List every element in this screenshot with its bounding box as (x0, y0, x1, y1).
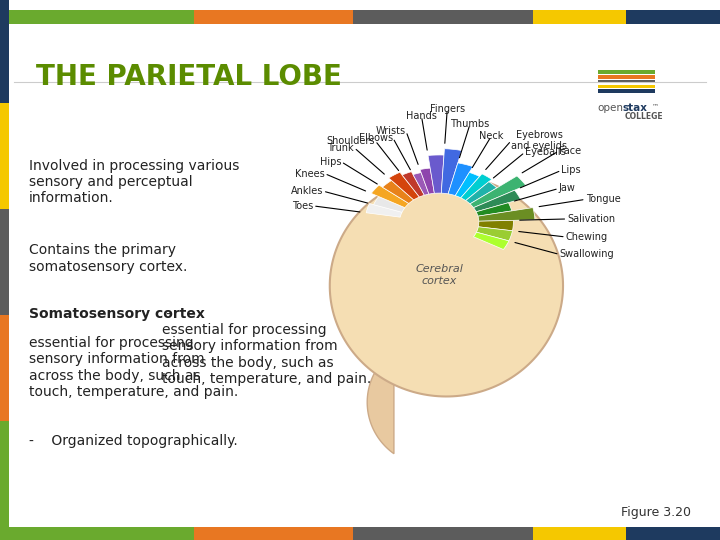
Text: Face: Face (559, 146, 581, 156)
Text: Hands: Hands (406, 111, 437, 121)
FancyBboxPatch shape (598, 70, 655, 74)
Text: ™: ™ (652, 103, 659, 109)
FancyBboxPatch shape (0, 526, 194, 540)
Wedge shape (428, 155, 444, 193)
FancyBboxPatch shape (598, 85, 655, 88)
Text: Elbows: Elbows (359, 133, 393, 143)
FancyBboxPatch shape (626, 10, 720, 24)
Text: essential for processing
sensory information from
across the body, such as
touch: essential for processing sensory informa… (29, 336, 238, 399)
Wedge shape (413, 173, 429, 195)
FancyBboxPatch shape (353, 526, 533, 540)
Text: THE PARIETAL LOBE: THE PARIETAL LOBE (36, 63, 342, 91)
FancyBboxPatch shape (0, 10, 194, 24)
Wedge shape (470, 176, 526, 208)
Text: Jaw: Jaw (559, 184, 576, 193)
Text: COLLEGE: COLLEGE (625, 112, 664, 121)
FancyBboxPatch shape (598, 80, 655, 84)
Wedge shape (448, 163, 473, 195)
Text: Salivation: Salivation (567, 214, 616, 224)
Text: Shoulders: Shoulders (327, 136, 375, 146)
Wedge shape (366, 204, 402, 217)
FancyBboxPatch shape (0, 421, 9, 526)
Wedge shape (402, 172, 424, 197)
Text: Wrists: Wrists (376, 126, 406, 136)
FancyBboxPatch shape (533, 526, 626, 540)
Polygon shape (330, 175, 563, 396)
FancyBboxPatch shape (0, 209, 9, 315)
FancyBboxPatch shape (194, 526, 353, 540)
Polygon shape (367, 351, 394, 454)
Text: Figure 3.20: Figure 3.20 (621, 506, 691, 519)
Wedge shape (466, 181, 497, 204)
Text: Eyeballs: Eyeballs (525, 147, 566, 157)
FancyBboxPatch shape (194, 10, 353, 24)
Wedge shape (478, 220, 513, 231)
Text: Knees: Knees (294, 168, 325, 179)
FancyBboxPatch shape (598, 75, 655, 79)
Text: Lips: Lips (562, 165, 581, 176)
Wedge shape (374, 197, 405, 212)
Wedge shape (420, 168, 434, 194)
FancyBboxPatch shape (626, 526, 720, 540)
Text: Eyebrows
and eyelids: Eyebrows and eyelids (511, 130, 567, 151)
Wedge shape (455, 172, 480, 198)
Wedge shape (461, 174, 492, 200)
Text: Ankles: Ankles (290, 186, 323, 196)
Text: Involved in processing various
sensory and perceptual
information.: Involved in processing various sensory a… (29, 159, 239, 205)
Text: Chewing: Chewing (566, 232, 608, 242)
Text: open: open (598, 103, 624, 113)
Text: Fingers: Fingers (430, 104, 465, 114)
Text: Toes: Toes (292, 201, 313, 211)
Text: stax: stax (623, 103, 648, 113)
Wedge shape (474, 190, 521, 212)
Text: Somatosensory cortex: Somatosensory cortex (29, 307, 204, 321)
Text: Contains the primary
somatosensory cortex.: Contains the primary somatosensory corte… (29, 244, 187, 274)
Wedge shape (476, 202, 512, 216)
Wedge shape (474, 232, 509, 249)
FancyBboxPatch shape (0, 103, 9, 209)
Wedge shape (382, 180, 414, 204)
Wedge shape (389, 172, 419, 200)
FancyBboxPatch shape (0, 315, 9, 421)
Text: Hips: Hips (320, 157, 341, 167)
Text: Tongue: Tongue (585, 194, 621, 204)
Text: Neck: Neck (479, 131, 503, 141)
Wedge shape (441, 148, 462, 194)
Wedge shape (372, 185, 409, 208)
Text: -    Organized topographically.: - Organized topographically. (29, 434, 238, 448)
Text: Swallowing: Swallowing (559, 249, 614, 260)
FancyBboxPatch shape (598, 89, 655, 93)
Text: Thumbs: Thumbs (450, 119, 490, 129)
FancyBboxPatch shape (0, 0, 9, 103)
Wedge shape (478, 207, 535, 221)
Text: Cerebral
cortex: Cerebral cortex (415, 265, 463, 286)
FancyBboxPatch shape (353, 10, 533, 24)
Text: -
essential for processing
sensory information from
across the body, such as
tou: - essential for processing sensory infor… (162, 307, 372, 386)
Text: Trunk: Trunk (328, 143, 354, 153)
FancyBboxPatch shape (533, 10, 626, 24)
Wedge shape (477, 227, 513, 241)
